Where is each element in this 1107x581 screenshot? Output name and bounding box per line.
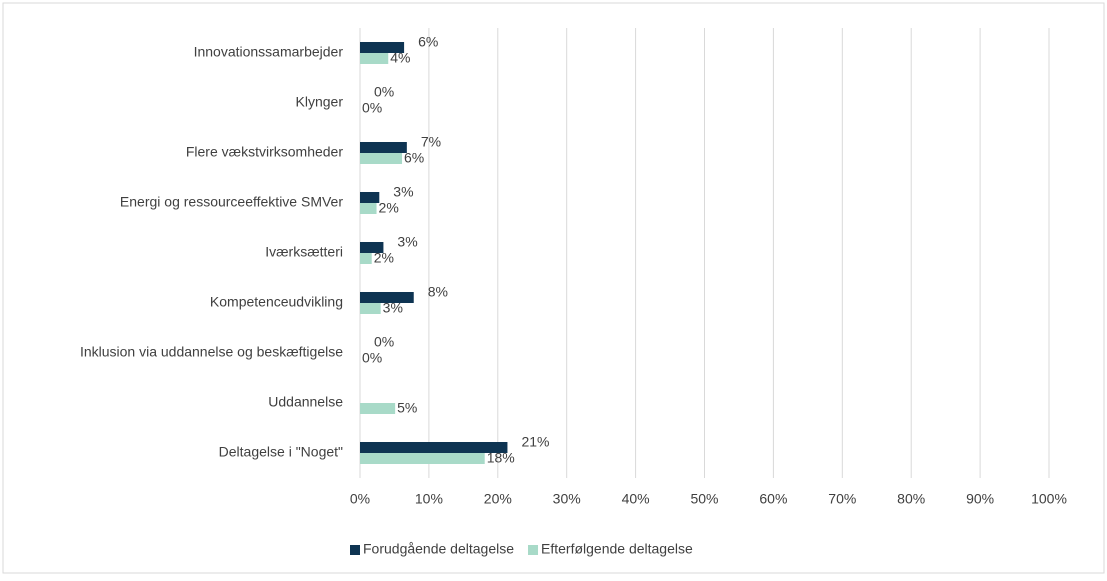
x-tick-label: 60% <box>759 491 787 507</box>
data-label: 7% <box>421 134 441 150</box>
bar <box>360 453 485 464</box>
legend-label: Efterfølgende deltagelse <box>541 541 693 557</box>
bar <box>360 242 384 253</box>
data-label: 21% <box>521 434 549 450</box>
data-label: 6% <box>418 34 438 50</box>
data-label: 0% <box>374 334 394 350</box>
x-tick-label: 20% <box>484 491 512 507</box>
x-tick-label: 70% <box>828 491 856 507</box>
x-tick-label: 0% <box>350 491 370 507</box>
y-tick-label: Uddannelse <box>268 394 343 410</box>
data-label: 3% <box>393 184 413 200</box>
data-label: 5% <box>397 400 417 416</box>
legend-swatch <box>528 545 539 555</box>
data-label: 2% <box>374 250 394 266</box>
bar <box>360 253 372 264</box>
legend-swatch <box>350 545 360 555</box>
data-label: 3% <box>383 300 403 316</box>
bar <box>360 42 405 53</box>
y-tick-label: Klynger <box>296 94 344 110</box>
y-tick-label: Energi og ressourceeffektive SMVer <box>120 194 343 210</box>
x-tick-label: 90% <box>966 491 994 507</box>
y-tick-label: Inklusion via uddannelse og beskæftigels… <box>80 344 343 360</box>
bar <box>360 142 407 153</box>
y-tick-label: Iværksætteri <box>265 244 343 260</box>
x-tick-label: 40% <box>622 491 650 507</box>
x-tick-label: 50% <box>690 491 718 507</box>
y-tick-label: Kompetenceudvikling <box>210 294 343 310</box>
x-tick-label: 100% <box>1031 491 1067 507</box>
data-label: 0% <box>374 84 394 100</box>
data-label: 4% <box>390 50 410 66</box>
data-label: 2% <box>379 200 399 216</box>
bar <box>360 192 380 203</box>
x-tick-label: 80% <box>897 491 925 507</box>
data-label: 0% <box>362 100 382 116</box>
bar <box>360 203 377 214</box>
data-label: 8% <box>428 284 448 300</box>
y-tick-label: Flere vækstvirksomheder <box>186 144 343 160</box>
legend-label: Forudgående deltagelse <box>363 541 514 557</box>
data-label: 3% <box>397 234 417 250</box>
bar <box>360 403 396 414</box>
bar <box>360 303 381 314</box>
data-label: 6% <box>404 150 424 166</box>
x-tick-label: 10% <box>415 491 443 507</box>
bar <box>360 53 389 64</box>
x-tick-label: 30% <box>553 491 581 507</box>
bar <box>360 292 414 303</box>
y-tick-label: Deltagelse i "Noget" <box>219 444 343 460</box>
bar <box>360 442 508 453</box>
y-tick-label: Innovationssamarbejder <box>194 44 344 60</box>
data-label: 0% <box>362 350 382 366</box>
bar <box>360 153 403 164</box>
data-label: 18% <box>487 450 515 466</box>
